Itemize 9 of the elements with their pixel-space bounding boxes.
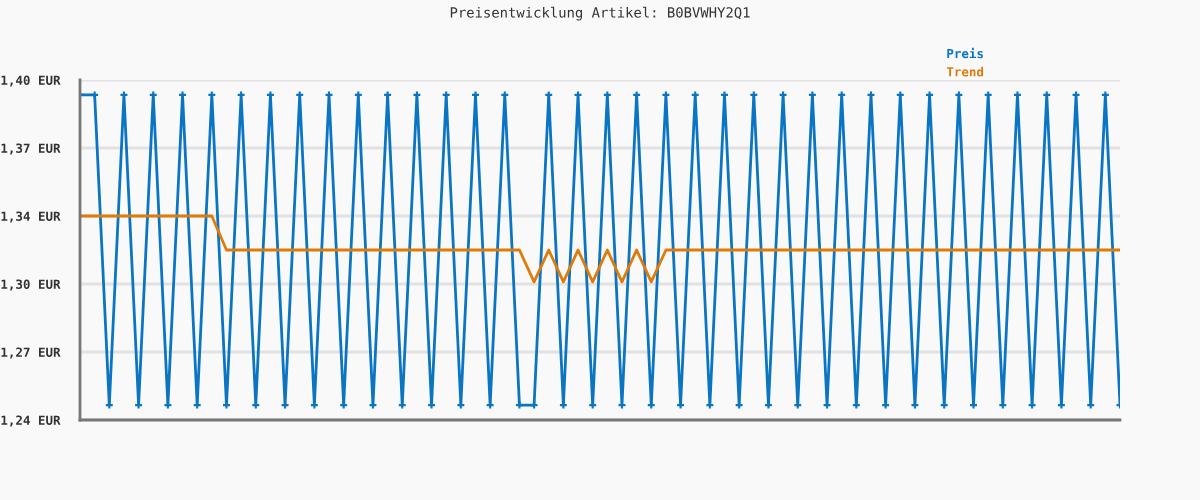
chart-title: Preisentwicklung Artikel: B0BVWHY2Q1 (450, 6, 750, 21)
y-tick-label: 1,24 EUR (1, 415, 61, 427)
y-tick-label: 1,30 EUR (1, 279, 61, 291)
y-tick-label: 1,27 EUR (1, 347, 61, 359)
y-tick-label: 1,37 EUR (1, 143, 61, 155)
y-tick-label: 1,40 EUR (1, 75, 61, 87)
text: Trend (946, 66, 984, 77)
y-tick-label: 1,34 EUR (1, 211, 61, 223)
text: Preis (947, 47, 983, 59)
